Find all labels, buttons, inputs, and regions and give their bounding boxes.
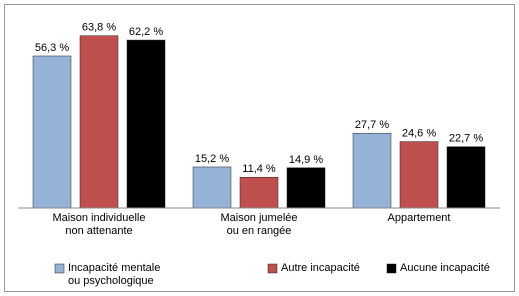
data-label: 62,2 %	[129, 26, 163, 38]
legend-swatch	[267, 263, 278, 274]
bar	[32, 55, 72, 209]
bar	[446, 146, 486, 209]
data-label: 15,2 %	[195, 153, 229, 165]
legend-label: Autre incapacité	[281, 262, 360, 274]
x-tick-label: Maison individuelle non attenante	[52, 212, 146, 237]
legend-label: Incapacité mentale ou psychologique	[68, 262, 161, 287]
data-label: 56,3 %	[35, 42, 69, 54]
bar	[286, 167, 326, 209]
bar	[126, 39, 166, 209]
bar	[352, 132, 392, 209]
data-label: 63,8 %	[82, 22, 116, 34]
bar	[239, 176, 279, 209]
legend-swatch	[386, 263, 397, 274]
legend-swatch	[54, 263, 65, 274]
legend-label: Aucune incapacité	[400, 262, 490, 274]
bar	[399, 141, 439, 209]
data-label: 11,4 %	[242, 163, 276, 175]
x-tick-label: Maison jumelée ou en rangée	[220, 212, 298, 237]
data-label: 22,7 %	[449, 133, 483, 145]
data-label: 24,6 %	[402, 128, 436, 140]
bar	[192, 166, 232, 209]
data-label: 27,7 %	[355, 119, 389, 131]
bar	[79, 35, 119, 209]
x-tick-label: Appartement	[387, 212, 451, 224]
data-label: 14,9 %	[289, 154, 323, 166]
